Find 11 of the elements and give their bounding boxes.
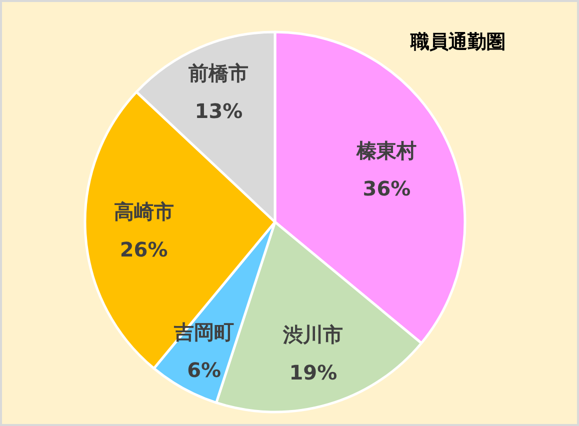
value-label: 36% bbox=[362, 176, 411, 200]
value-label: 26% bbox=[120, 237, 168, 262]
category-label: 渋川市 bbox=[283, 322, 344, 347]
title: 職員通勤圏 bbox=[410, 31, 506, 53]
category-label: 高崎市 bbox=[114, 199, 174, 224]
value-label: 13% bbox=[194, 98, 243, 123]
value-label: 19% bbox=[289, 360, 338, 385]
category-label: 榛東村 bbox=[356, 138, 417, 162]
category-label: 前橋市 bbox=[188, 60, 249, 85]
value-label: 6% bbox=[187, 358, 222, 382]
category-label: 吉岡町 bbox=[174, 320, 234, 344]
